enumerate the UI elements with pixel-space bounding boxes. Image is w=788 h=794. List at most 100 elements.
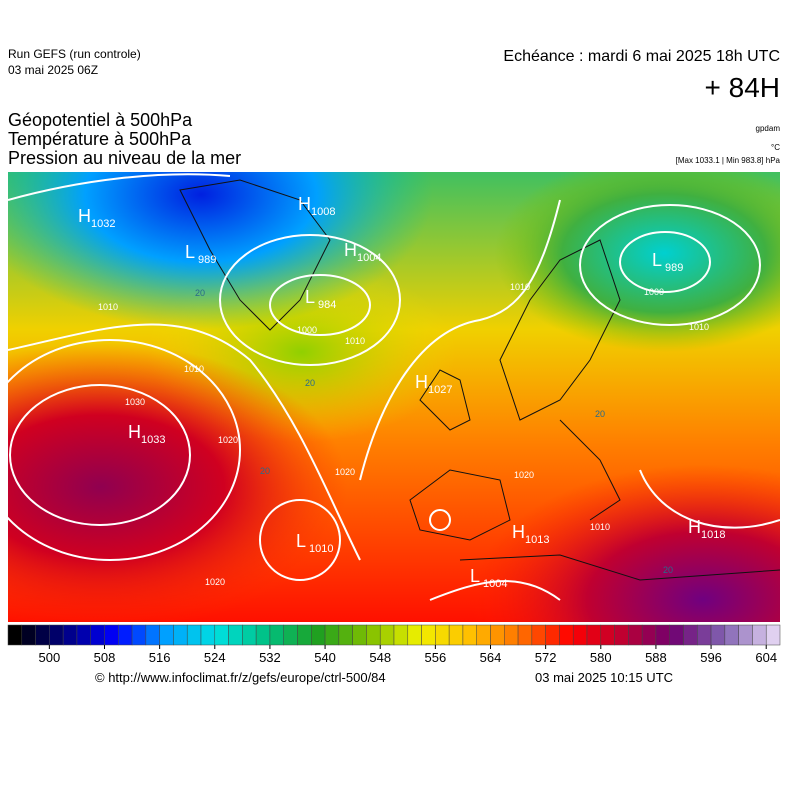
colorbar-cell [614,624,629,646]
colorbar-tick-label: 548 [369,650,391,665]
colorbar-tick-label: 588 [645,650,667,665]
colorbar-cell [242,624,257,646]
run-date: 03 mai 2025 06Z [8,63,98,77]
title: Pression au niveau de la mer [8,148,241,168]
colorbar-cell [683,624,698,646]
colorbar-cell [517,624,533,646]
map [8,172,780,622]
colorbar-cell [7,624,23,646]
isobar-label: 1010 [98,302,118,312]
isobar-label: 1010 [510,282,530,292]
unit: °C [771,143,780,152]
title: Température à 500hPa [8,129,192,149]
colorbar-tick-label: 500 [39,650,61,665]
colorbar-cell [407,624,422,646]
center-type: H [688,517,701,537]
colorbar-tick-label: 516 [149,650,171,665]
center-type: H [128,422,141,442]
center-type: L [305,287,315,307]
colorbar-cell [283,624,298,646]
center-type: L [470,566,480,586]
center-type: L [296,531,306,551]
isobar-label: 1020 [335,467,355,477]
colorbar-cell [600,624,615,646]
colorbar-cell [297,624,312,646]
colorbar-cell [421,624,436,646]
isotherm-label: 20 [663,565,673,575]
colorbar-tick-label: 508 [94,650,116,665]
colorbar-cell [490,624,505,646]
colorbar-cell [738,624,753,646]
colorbar-cell [338,624,353,646]
unit: gpdam [756,124,781,133]
colorbar-cell [628,624,643,646]
center-type: H [344,240,357,260]
colorbar-cell [641,624,657,646]
isotherm-label: 20 [305,378,315,388]
colorbar-cell [131,624,147,646]
colorbar-tick-label: 596 [700,650,722,665]
colorbar-cell [393,624,409,646]
colorbar-cell [145,624,160,646]
isotherm-label: 20 [195,288,205,298]
colorbar-cell [269,624,284,646]
source: © http://www.infoclimat.fr/z/gefs/europe… [95,670,386,685]
colorbar: 500 508 516 524 532 540 548 556 564 572 580 588 596 6… [7,624,781,665]
echeance: Echéance : mardi 6 mai 2025 18h UTC [503,48,780,65]
colorbar-cell [228,624,243,646]
colorbar-tick-label: 556 [425,650,447,665]
colorbar-tick-label: 580 [590,650,612,665]
colorbar-cell [655,624,670,646]
colorbar-cell [752,624,767,646]
colorbar-cell [504,624,519,646]
colorbar-cell [572,624,588,646]
center-value: 1018 [701,529,725,541]
isobar-label: 1010 [345,336,365,346]
isobar-label: 1010 [590,522,610,532]
center-type: L [652,250,662,270]
isobar-label: 1010 [184,364,204,374]
center-value: 1032 [91,218,115,230]
colorbar-cell [324,624,340,646]
colorbar-tick-label: 604 [755,650,777,665]
colorbar-cell [379,624,395,646]
center-value: 1008 [311,206,335,218]
colorbar-cell [214,624,229,646]
colorbar-cell [90,624,105,646]
colorbar-cell [200,624,216,646]
colorbar-cell [366,624,381,646]
center-value: 1033 [141,434,165,446]
colorbar-cell [186,624,202,646]
title: Géopotentiel à 500hPa [8,110,193,130]
unit: [Max 1033.1 | Min 983.8] hPa [676,156,781,165]
colorbar-cell [710,624,726,646]
isobar-label: 1020 [218,435,238,445]
isotherm-label: 20 [595,409,605,419]
center-value: 1013 [525,534,549,546]
colorbar-cell [559,624,574,646]
colorbar-tick-label: 572 [535,650,557,665]
colorbar-cell [531,624,546,646]
colorbar-cell [104,624,119,646]
center-value: 1004 [357,252,381,264]
isobar-label: 1030 [125,397,145,407]
colorbar-tick-label: 532 [259,650,281,665]
center-type: H [298,194,311,214]
center-type: H [78,206,91,226]
center-value: 989 [665,262,683,274]
isobar-label: 1020 [514,470,534,480]
isobar-label: 1020 [205,577,225,587]
colorbar-tick-label: 564 [480,650,502,665]
colorbar-cell [448,624,464,646]
center-type: L [185,242,195,262]
colorbar-cell [118,624,133,646]
center-value: 984 [318,299,336,311]
colorbar-cell [352,624,367,646]
colorbar-cell [476,624,491,646]
colorbar-tick-label: 524 [204,650,226,665]
center-value: 1027 [428,384,452,396]
colorbar-cell [49,624,64,646]
colorbar-cell [21,624,36,646]
isobar-label: 1000 [297,325,317,335]
